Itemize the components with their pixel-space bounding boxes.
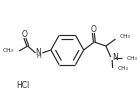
Text: CH₃: CH₃: [2, 48, 13, 54]
Text: N: N: [112, 54, 118, 62]
Text: CH₃: CH₃: [127, 55, 138, 61]
Text: H: H: [36, 54, 41, 59]
Text: HCl: HCl: [16, 81, 30, 91]
Text: CH₃: CH₃: [117, 65, 129, 71]
Text: O: O: [22, 30, 28, 39]
Text: N: N: [35, 48, 41, 57]
Text: O: O: [90, 25, 96, 34]
Text: CH₃: CH₃: [119, 35, 130, 39]
